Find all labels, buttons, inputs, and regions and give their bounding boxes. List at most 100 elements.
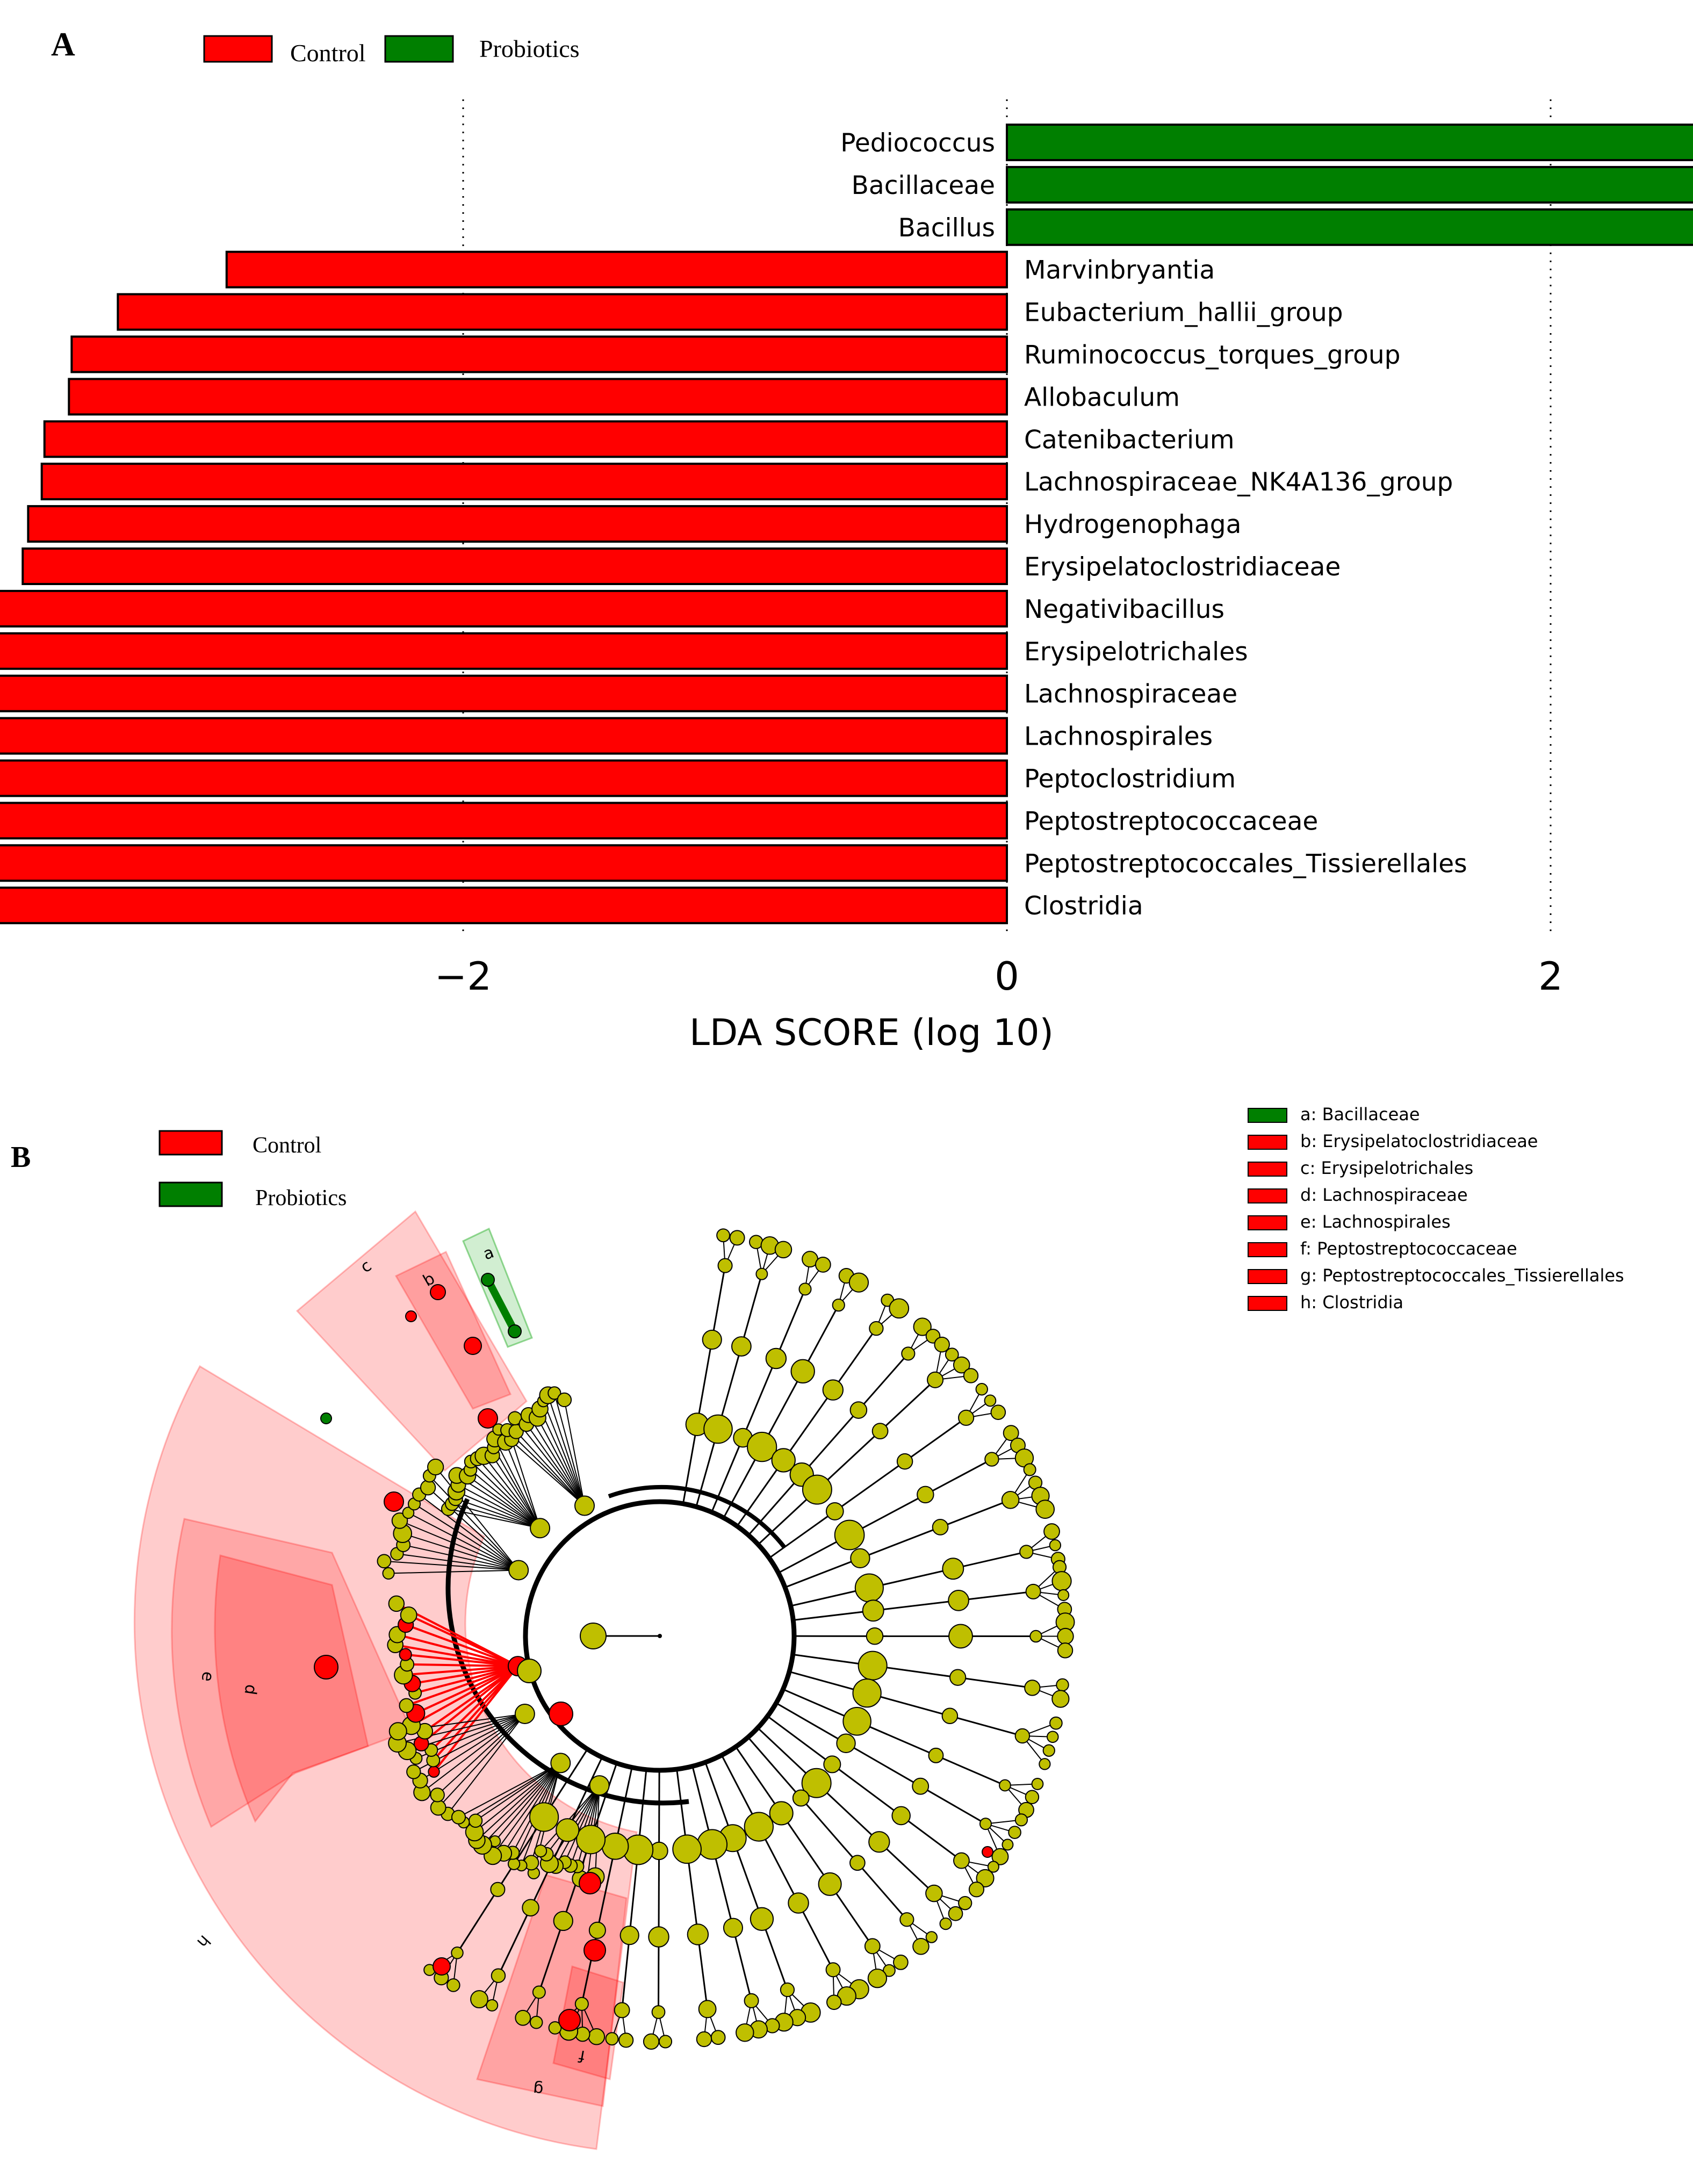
branch bbox=[782, 1688, 1006, 1786]
taxon-node bbox=[658, 2035, 673, 2049]
biomarker-node bbox=[558, 2009, 581, 2031]
branch bbox=[407, 1663, 518, 1668]
taxon-node bbox=[1002, 1839, 1014, 1851]
taxon-node bbox=[588, 1921, 606, 1939]
branch bbox=[711, 1288, 806, 1512]
taxon-node bbox=[522, 1899, 539, 1917]
clade-legend-swatch-f bbox=[1248, 1242, 1287, 1257]
b-legend-probiotics-label: Probiotics bbox=[255, 1186, 347, 1210]
taxon-node bbox=[823, 1755, 841, 1774]
sector-a bbox=[462, 1227, 533, 1348]
taxon-node bbox=[651, 2005, 666, 2019]
biomarker-node bbox=[583, 1939, 606, 1962]
taxon-node bbox=[802, 1474, 832, 1505]
taxon-node bbox=[547, 1386, 561, 1400]
taxon-node bbox=[451, 1947, 464, 1959]
taxon-node bbox=[949, 1669, 967, 1686]
clade-legend-swatch-a bbox=[1248, 1108, 1287, 1123]
branch bbox=[564, 1400, 585, 1506]
branch bbox=[682, 1265, 726, 1504]
bar-label-peptostreptococcales-tissierellales: Peptostreptococcales_Tissierellales bbox=[1024, 849, 1467, 878]
taxon-node bbox=[939, 1917, 952, 1930]
branch bbox=[757, 1727, 935, 1894]
legend-probiotics-label: Probiotics bbox=[479, 35, 580, 62]
taxon-node bbox=[589, 1775, 610, 1796]
taxon-node bbox=[774, 1241, 793, 1259]
bar-clostridia bbox=[0, 886, 1008, 925]
branch bbox=[415, 1665, 518, 1714]
bar-label-peptostreptococcaceae: Peptostreptococcaceae bbox=[1024, 806, 1318, 836]
branch bbox=[484, 1278, 518, 1334]
branch bbox=[784, 1499, 1011, 1588]
biomarker-node bbox=[399, 1648, 412, 1661]
branch bbox=[399, 1520, 519, 1571]
taxon-node bbox=[1029, 1630, 1042, 1643]
clade-legend-label-h: h: Clostridia bbox=[1300, 1292, 1403, 1313]
branch bbox=[564, 1785, 600, 1863]
branch bbox=[476, 1762, 561, 1841]
taxon-node bbox=[893, 1955, 909, 1970]
taxon-node bbox=[430, 1787, 445, 1803]
branch bbox=[455, 1498, 541, 1529]
branch bbox=[402, 1533, 519, 1571]
clade-legend-label-e: e: Lachnospirales bbox=[1300, 1212, 1451, 1232]
taxon-node bbox=[744, 1812, 774, 1842]
x-tick-label: −2 bbox=[435, 954, 492, 999]
taxon-node bbox=[1056, 1678, 1069, 1692]
taxon-node bbox=[792, 1789, 810, 1807]
lda-x-axis-title: LDA SCORE (log 10) bbox=[689, 1012, 1054, 1054]
taxon-node bbox=[932, 1519, 949, 1536]
taxon-node bbox=[1049, 1539, 1062, 1552]
taxon-node bbox=[963, 1368, 979, 1383]
branch bbox=[494, 1762, 561, 1842]
branch bbox=[429, 1475, 519, 1571]
taxon-node bbox=[614, 2002, 630, 2019]
taxon-node bbox=[771, 1448, 796, 1473]
bar-lachnospiraceae bbox=[0, 674, 1008, 712]
clade-legend-label-f: f: Peptostreptococcaceae bbox=[1300, 1238, 1517, 1259]
taxon-node bbox=[852, 1678, 882, 1708]
taxon-node bbox=[850, 1548, 870, 1569]
taxon-node bbox=[1051, 1571, 1072, 1591]
branch bbox=[581, 1767, 633, 2005]
branch bbox=[657, 1770, 660, 2013]
branch bbox=[405, 1653, 518, 1668]
panel-a-legend: Control Probiotics bbox=[203, 35, 580, 67]
taxon-node bbox=[400, 1606, 417, 1624]
branch bbox=[494, 1438, 541, 1529]
x-tick-label: 0 bbox=[995, 954, 1019, 999]
taxon-node bbox=[925, 1884, 943, 1902]
biomarker-node bbox=[478, 1408, 498, 1429]
taxon-node bbox=[515, 2009, 531, 2026]
taxon-node bbox=[514, 1704, 535, 1724]
bar-label-marvinbryantia: Marvinbryantia bbox=[1024, 256, 1215, 285]
taxon-node bbox=[1019, 1545, 1034, 1559]
taxon-node bbox=[958, 1896, 972, 1911]
taxon-node bbox=[1046, 1731, 1059, 1743]
taxon-node bbox=[842, 1707, 871, 1736]
clade-legend-swatch-h bbox=[1248, 1296, 1287, 1311]
taxon-node bbox=[945, 1347, 959, 1362]
branch bbox=[405, 1624, 518, 1668]
lda-bars bbox=[0, 124, 1693, 925]
bar-peptostreptococcaceae bbox=[0, 802, 1008, 840]
branch bbox=[432, 1665, 519, 1761]
branch bbox=[458, 1484, 541, 1529]
bar-label-erysipelatoclostridiaceae: Erysipelatoclostridiaceae bbox=[1024, 552, 1341, 582]
b-legend-probiotics-swatch bbox=[159, 1181, 223, 1207]
sector-c bbox=[296, 1210, 528, 1472]
taxon-node bbox=[486, 1999, 499, 2012]
branch bbox=[768, 1417, 967, 1559]
branch bbox=[767, 1716, 962, 1862]
ring-top bbox=[608, 1484, 787, 1549]
branch bbox=[758, 1379, 936, 1545]
branch bbox=[456, 1491, 541, 1529]
taxon-node bbox=[769, 1801, 794, 1826]
taxon-node bbox=[619, 1926, 639, 1945]
taxon-node bbox=[990, 1404, 1006, 1420]
branch bbox=[515, 1431, 585, 1507]
branch bbox=[424, 1665, 519, 1732]
taxon-node bbox=[388, 1595, 405, 1612]
sector-b bbox=[394, 1250, 512, 1410]
